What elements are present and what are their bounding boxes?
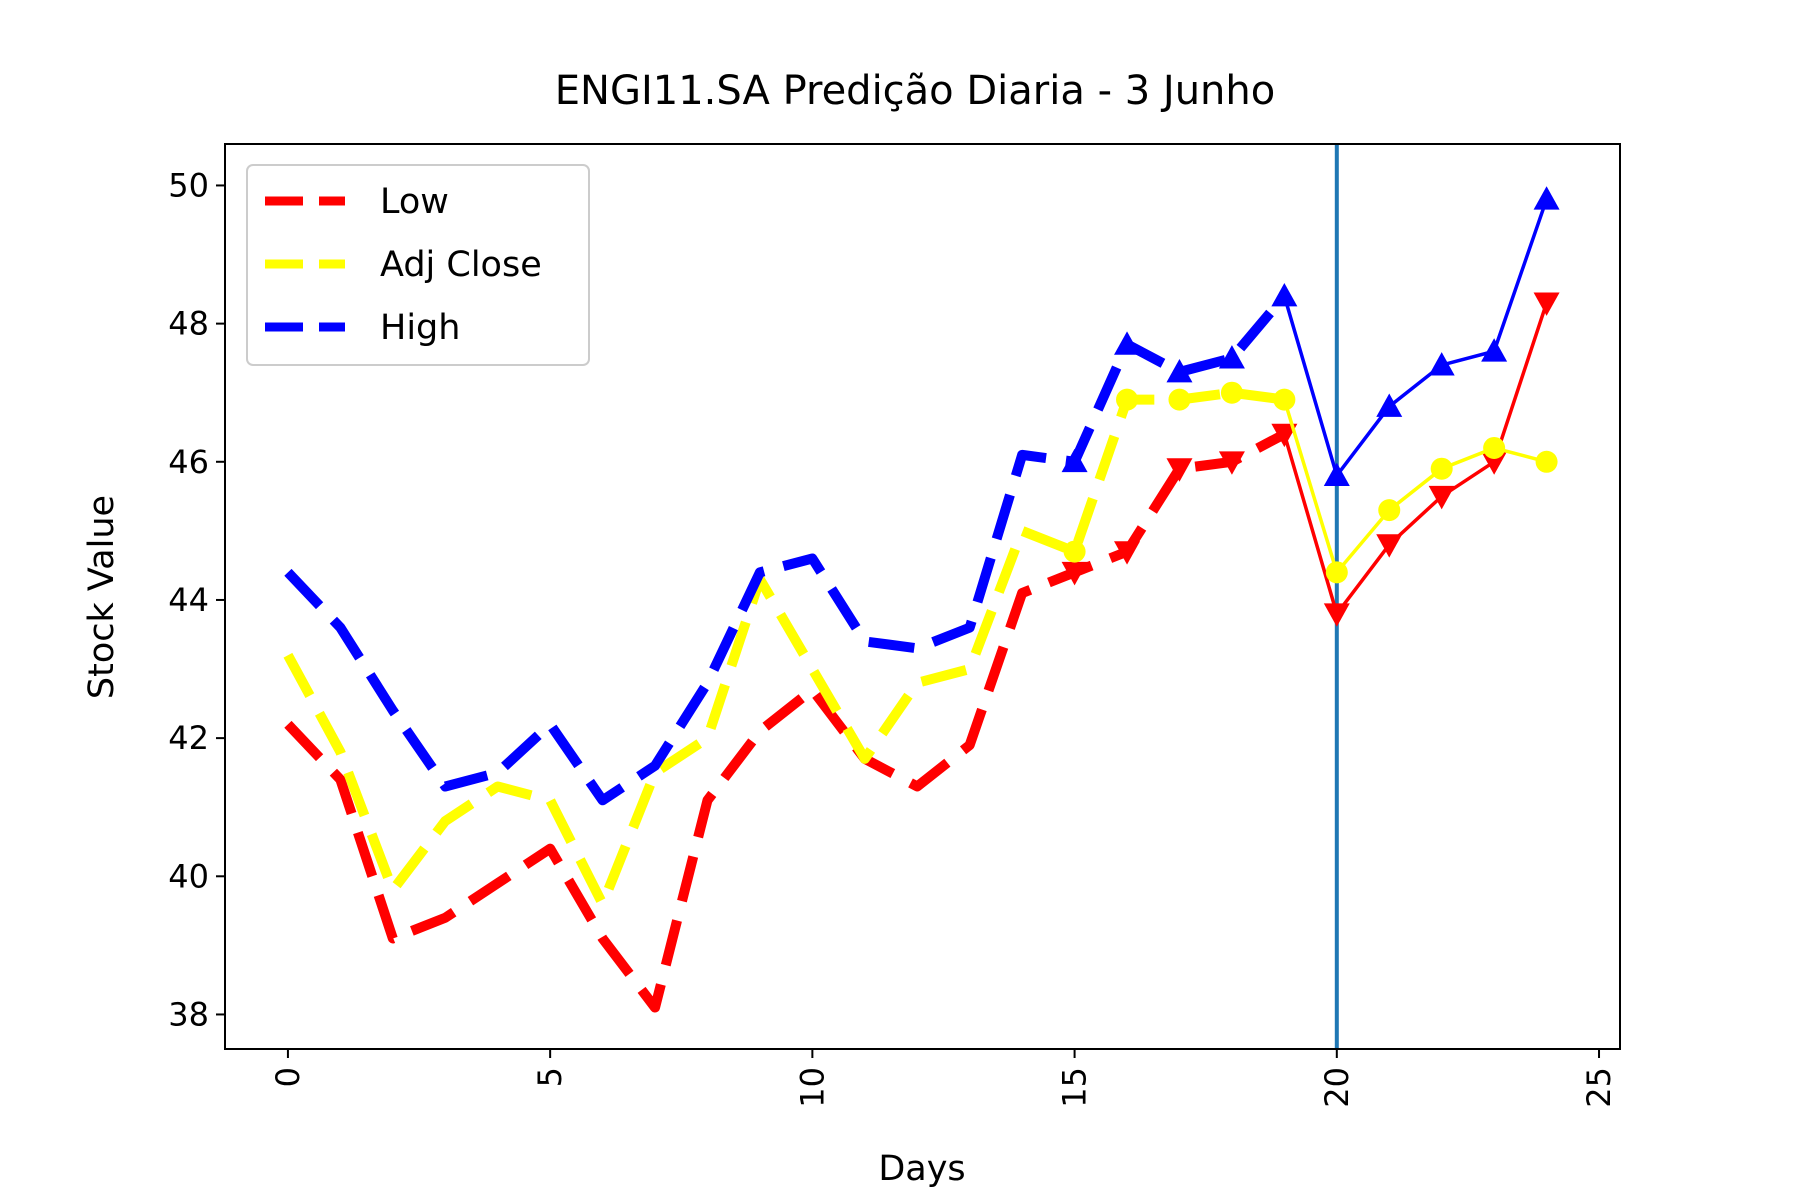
data-point-high	[1323, 462, 1350, 487]
y-tick-label: 38	[168, 995, 209, 1033]
legend-label-high: High	[380, 308, 460, 348]
data-point-high	[1376, 393, 1403, 417]
data-point-low	[1428, 485, 1455, 510]
plot-frame	[224, 143, 1621, 1050]
data-point-low	[1061, 561, 1088, 586]
data-point-adj-close	[1168, 388, 1191, 411]
x-axis-label: Days	[878, 1149, 965, 1189]
data-point-low	[1114, 541, 1141, 565]
historical-line-low	[284, 429, 1287, 1013]
predicted-line-low	[1282, 302, 1549, 618]
x-tick-label: 10	[793, 1067, 831, 1108]
series-adj-close	[283, 381, 1558, 909]
data-point-low	[1218, 451, 1245, 475]
data-point-low	[1166, 458, 1193, 482]
y-tick-label: 40	[168, 857, 209, 895]
series-high	[284, 186, 1560, 806]
x-tick-label: 5	[531, 1067, 569, 1087]
data-point-adj-close	[1116, 388, 1139, 411]
data-point-low	[1533, 292, 1560, 316]
y-axis-label: Stock Value	[82, 495, 122, 699]
data-point-high	[1428, 352, 1455, 376]
data-point-adj-close	[1483, 436, 1506, 459]
data-point-adj-close	[1273, 388, 1296, 411]
data-point-high	[1481, 338, 1508, 362]
data-point-adj-close	[1378, 499, 1401, 522]
data-point-adj-close	[1220, 381, 1243, 404]
data-point-high	[1271, 282, 1298, 307]
historical-line-adj-close	[283, 387, 1286, 909]
data-point-adj-close	[1063, 540, 1086, 563]
legend-label-adj-close: Adj Close	[380, 245, 542, 285]
legend-frame	[246, 164, 590, 366]
y-tick-label: 48	[168, 305, 209, 343]
data-point-high	[1114, 331, 1141, 355]
data-point-high	[1061, 448, 1088, 473]
data-point-high	[1218, 345, 1245, 369]
data-point-low	[1481, 451, 1508, 475]
ticks-layer: 0 5 10 15 20 25 38 40 42 44 46 48 50	[168, 166, 1618, 1107]
data-point-high	[1166, 358, 1193, 383]
x-tick-label: 20	[1318, 1067, 1356, 1108]
chart-title: ENGI11.SA Predição Diaria - 3 Junho	[555, 68, 1275, 114]
data-point-low	[1323, 603, 1350, 627]
y-tick-label: 44	[168, 581, 209, 619]
x-tick-label: 15	[1056, 1067, 1094, 1108]
series-layer	[283, 144, 1560, 1049]
legend: Low Adj Close High	[246, 164, 590, 366]
data-point-adj-close	[1430, 457, 1453, 480]
historical-line-high	[284, 292, 1289, 806]
y-tick-label: 50	[168, 166, 209, 204]
y-tick-label: 46	[168, 443, 209, 481]
data-point-high	[1533, 186, 1560, 210]
data-point-low	[1376, 534, 1403, 558]
data-point-adj-close	[1325, 561, 1348, 584]
predicted-line-high	[1282, 198, 1549, 480]
x-tick-label: 0	[269, 1067, 307, 1087]
y-tick-label: 42	[168, 719, 209, 757]
x-tick-label: 25	[1580, 1067, 1618, 1108]
data-point-adj-close	[1535, 450, 1558, 473]
data-point-low	[1271, 423, 1298, 448]
legend-label-low: Low	[380, 182, 449, 222]
series-low	[284, 292, 1560, 1013]
